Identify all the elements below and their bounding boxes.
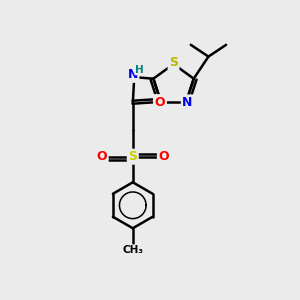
Text: N: N bbox=[182, 96, 193, 109]
Text: H: H bbox=[135, 65, 144, 75]
Text: S: S bbox=[128, 150, 137, 163]
Text: N: N bbox=[154, 96, 165, 109]
Text: O: O bbox=[158, 150, 169, 163]
Text: CH₃: CH₃ bbox=[122, 245, 143, 255]
Text: O: O bbox=[155, 96, 166, 109]
Text: O: O bbox=[97, 150, 107, 163]
Text: S: S bbox=[169, 56, 178, 69]
Text: N: N bbox=[128, 68, 138, 81]
